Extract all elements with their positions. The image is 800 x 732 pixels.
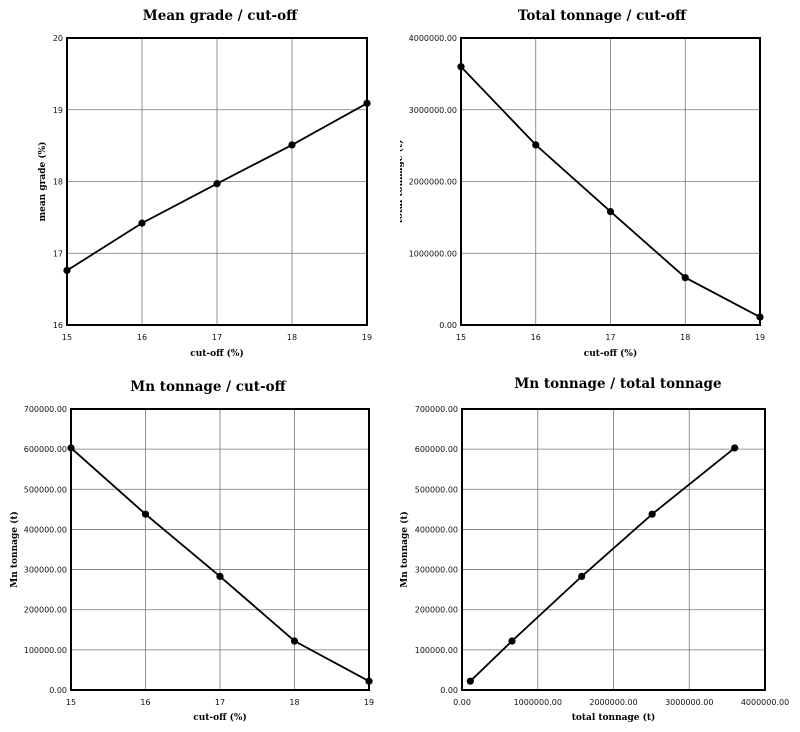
plot-frame — [461, 408, 766, 691]
data-point — [213, 180, 221, 188]
y-tick-label: 100000.00 — [24, 646, 67, 655]
y-axis-label: Mn tonnage (t) — [400, 511, 410, 588]
data-point — [466, 677, 474, 685]
y-tick-label: 400000.00 — [24, 525, 67, 534]
y-tick-label: 700000.00 — [24, 405, 67, 414]
data-point — [138, 219, 146, 227]
data-point — [67, 444, 75, 452]
y-tick-label: 500000.00 — [24, 485, 67, 494]
x-axis-label: cut-off (%) — [584, 348, 638, 359]
x-axis-label: cut-off (%) — [193, 712, 247, 723]
data-point — [532, 141, 540, 149]
x-tick-label: 3000000.00 — [665, 698, 713, 707]
data-point — [216, 572, 224, 580]
y-tick-label: 0.00 — [439, 321, 457, 330]
data-point — [457, 63, 465, 71]
x-tick-label: 17 — [215, 698, 225, 707]
y-tick-label: 2000000.00 — [409, 178, 457, 187]
x-tick-label: 1000000.00 — [514, 698, 562, 707]
y-axis-label: total tonnage (t) — [400, 140, 405, 224]
x-tick-label: 16 — [531, 333, 541, 342]
x-tick-label: 15 — [456, 333, 466, 342]
chart-mn-tonnage-total-tonnage: Mn tonnage / total tonnage 0.00 1000000.00… — [400, 366, 800, 732]
chart-mean-grade-cutoff: Mean grade / cut-off 15 16 17 18 19 16 17 18 19 20… — [0, 0, 400, 366]
x-tick-label: 18 — [289, 698, 299, 707]
data-point — [363, 99, 371, 107]
chart-svg: Mean grade / cut-off 15 16 17 18 19 16 17 18 19 20… — [37, 8, 372, 359]
x-tick-label: 2000000.00 — [589, 698, 637, 707]
data-point — [508, 637, 516, 645]
data-point — [288, 141, 296, 149]
chart-svg: Mn tonnage / total tonnage 0.00 1000000.00… — [400, 376, 789, 723]
chart-total-tonnage-cutoff: Total tonnage / cut-off 15 16 17 18 19 0.00 100… — [400, 0, 800, 366]
y-tick-label: 0.00 — [49, 686, 67, 695]
chart-title: Mn tonnage / cut-off — [130, 379, 286, 395]
chart-svg: Total tonnage / cut-off 15 16 17 18 19 0.00 100… — [400, 8, 765, 359]
y-tick-label: 200000.00 — [415, 606, 458, 615]
data-point — [365, 677, 373, 685]
y-axis-label: mean grade (%) — [37, 142, 48, 222]
y-tick-label: 18 — [53, 178, 63, 187]
y-tick-label: 17 — [53, 249, 63, 258]
y-tick-label: 600000.00 — [24, 445, 67, 454]
data-point — [578, 572, 586, 580]
chart-title: Total tonnage / cut-off — [518, 8, 687, 24]
series-line — [469, 447, 736, 682]
chart-svg: Mn tonnage / cut-off 15 16 17 18 19 0.00 100000… — [9, 379, 374, 723]
x-tick-label: 4000000.00 — [741, 698, 789, 707]
y-tick-label: 4000000.00 — [409, 34, 457, 43]
data-point — [756, 313, 764, 321]
y-tick-label: 300000.00 — [24, 566, 67, 575]
chart-title: Mn tonnage / total tonnage — [514, 376, 721, 392]
x-tick-label: 0.00 — [453, 698, 471, 707]
x-tick-label: 19 — [362, 333, 372, 342]
y-tick-label: 700000.00 — [415, 405, 458, 414]
y-axis-label: Mn tonnage (t) — [9, 511, 20, 588]
y-tick-label: 19 — [53, 106, 63, 115]
x-tick-label: 18 — [287, 333, 297, 342]
y-tick-label: 0.00 — [440, 686, 458, 695]
plot-frame — [66, 37, 368, 326]
plot-frame — [460, 37, 761, 326]
x-tick-label: 16 — [140, 698, 150, 707]
data-point — [606, 208, 615, 216]
data-point — [63, 266, 71, 275]
x-tick-label: 15 — [66, 698, 76, 707]
plot-frame — [70, 408, 370, 691]
x-tick-label: 15 — [62, 333, 72, 342]
x-tick-label: 19 — [755, 333, 765, 342]
y-tick-label: 500000.00 — [415, 485, 458, 494]
data-point — [290, 637, 299, 645]
y-tick-label: 16 — [53, 321, 63, 330]
y-tick-label: 200000.00 — [24, 606, 67, 615]
x-axis-label: total tonnage (t) — [572, 712, 656, 723]
x-tick-label: 17 — [605, 333, 615, 342]
y-tick-label: 1000000.00 — [409, 249, 457, 258]
data-point — [681, 274, 689, 282]
chart-mn-tonnage-cutoff: Mn tonnage / cut-off 15 16 17 18 19 0.00 100000… — [0, 366, 400, 732]
data-point — [141, 510, 150, 518]
data-point — [731, 444, 739, 452]
y-tick-label: 300000.00 — [415, 566, 458, 575]
x-tick-label: 16 — [137, 333, 147, 342]
x-tick-label: 18 — [680, 333, 690, 342]
x-tick-label: 19 — [364, 698, 374, 707]
y-tick-label: 20 — [53, 34, 63, 43]
x-axis-label: cut-off (%) — [190, 348, 244, 359]
y-tick-label: 100000.00 — [415, 646, 458, 655]
y-tick-label: 3000000.00 — [409, 106, 457, 115]
x-tick-label: 17 — [212, 333, 222, 342]
chart-title: Mean grade / cut-off — [143, 8, 298, 24]
data-point — [648, 510, 656, 518]
y-tick-label: 600000.00 — [415, 445, 458, 454]
y-tick-label: 400000.00 — [415, 525, 458, 534]
